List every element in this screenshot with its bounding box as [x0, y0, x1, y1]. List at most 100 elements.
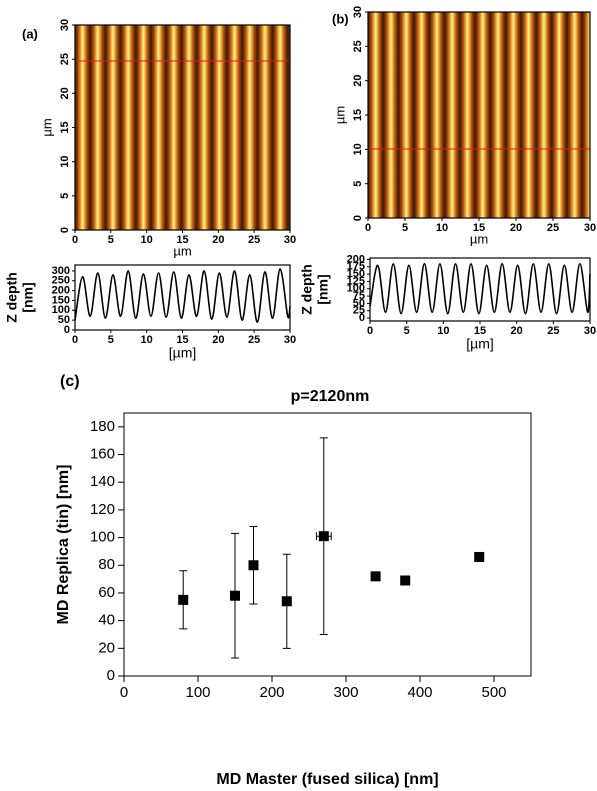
- x-tick-label: 20: [510, 222, 522, 234]
- x-tick-label: 25: [248, 234, 260, 246]
- x-axis-label: [µm]: [466, 336, 494, 352]
- data-point: [370, 571, 381, 582]
- x-axis-label: µm: [470, 231, 488, 246]
- y-tick-label: 50: [353, 297, 365, 309]
- y-tick-label: 30: [352, 6, 364, 18]
- x-tick-label: 5: [108, 334, 114, 346]
- x-tick-label: 100: [185, 684, 210, 701]
- data-point: [230, 590, 240, 601]
- y-tick-label: 175: [347, 261, 365, 273]
- y-axis-label: MD Replica (tin) [nm]: [55, 465, 72, 625]
- x-tick-label: 400: [407, 684, 432, 701]
- x-tick-label: 0: [367, 325, 373, 337]
- data-point: [248, 560, 259, 571]
- y-tick-label: 160: [90, 445, 115, 462]
- y-tick-label: 200: [347, 253, 365, 265]
- x-tick-label: 10: [141, 334, 153, 346]
- x-tick-label: 20: [511, 325, 523, 337]
- y-tick-label: 125: [347, 275, 365, 287]
- x-axis-label: µm: [173, 243, 191, 258]
- x-tick-label: 25: [547, 325, 559, 337]
- y-tick-label: 15: [352, 109, 364, 121]
- y-tick-label: 150: [52, 294, 70, 306]
- x-tick-label: 0: [120, 684, 128, 701]
- y-axis-label: [nm]: [315, 274, 331, 304]
- plot-frame: [123, 412, 532, 677]
- panel-label: (b): [332, 11, 349, 26]
- y-tick-label: 60: [98, 584, 115, 601]
- x-tick-label: 15: [474, 325, 486, 337]
- y-tick-label: 80: [98, 556, 115, 573]
- y-tick-label: 140: [90, 473, 115, 490]
- x-tick-label: 15: [473, 222, 485, 234]
- y-tick-label: 0: [359, 312, 365, 324]
- x-tick-label: 200: [259, 684, 284, 701]
- x-tick-label: 300: [333, 684, 358, 701]
- y-tick-label: 0: [352, 215, 364, 221]
- y-tick-label: 100: [52, 304, 70, 316]
- y-tick-label: 100: [90, 529, 115, 546]
- x-tick-label: 15: [176, 334, 188, 346]
- data-point: [318, 531, 329, 542]
- y-tick-label: 40: [98, 612, 115, 629]
- y-tick-label: 5: [352, 181, 364, 187]
- x-tick-label: 15: [176, 234, 188, 246]
- x-tick-label: 30: [584, 325, 596, 337]
- y-axis-label: [nm]: [20, 282, 36, 312]
- y-tick-label: 180: [90, 418, 115, 435]
- x-tick-label: 5: [402, 222, 408, 234]
- x-tick-label: 0: [72, 334, 78, 346]
- x-tick-label: 5: [404, 325, 410, 337]
- x-tick-label: 5: [108, 234, 114, 246]
- data-point: [281, 596, 292, 607]
- x-tick-label: 0: [365, 222, 371, 234]
- y-axis-label: µm: [332, 106, 347, 124]
- profile-line: [369, 263, 591, 315]
- y-tick-label: 75: [353, 290, 365, 302]
- y-tick-label: 0: [107, 667, 115, 684]
- x-tick-label: 20: [212, 334, 224, 346]
- x-tick-label: 30: [284, 334, 296, 346]
- data-point: [474, 551, 485, 562]
- y-tick-label: 0: [64, 324, 70, 336]
- chart-title: p=2120nm: [291, 388, 370, 405]
- y-tick-label: 100: [347, 283, 365, 295]
- data-point: [178, 594, 189, 605]
- x-tick-label: 500: [481, 684, 506, 701]
- y-axis-label: µm: [39, 118, 54, 136]
- y-axis-label: Z depth: [299, 264, 315, 315]
- y-tick-label: 0: [59, 227, 71, 233]
- y-tick-label: 25: [352, 40, 364, 52]
- x-tick-label: 30: [284, 234, 296, 246]
- panel-label: (c): [60, 373, 80, 390]
- afm-image: [75, 25, 290, 230]
- y-tick-label: 20: [352, 75, 364, 87]
- y-tick-label: 150: [347, 268, 365, 280]
- y-tick-label: 25: [59, 53, 71, 65]
- x-tick-label: 20: [212, 234, 224, 246]
- y-tick-label: 5: [59, 193, 71, 199]
- x-tick-label: 30: [584, 222, 596, 234]
- y-tick-label: 20: [98, 639, 115, 656]
- y-tick-label: 10: [352, 143, 364, 155]
- y-tick-label: 10: [59, 156, 71, 168]
- afm-image: [368, 12, 590, 218]
- x-axis-label: [µm]: [169, 345, 197, 361]
- x-tick-label: 10: [437, 325, 449, 337]
- panel-label: (a): [22, 26, 38, 41]
- y-tick-label: 15: [59, 121, 71, 133]
- x-axis-label: MD Master (fused silica) [nm]: [216, 771, 438, 788]
- y-tick-label: 200: [52, 285, 70, 297]
- y-tick-label: 25: [353, 305, 365, 317]
- x-tick-label: 0: [72, 234, 78, 246]
- y-tick-label: 250: [52, 275, 70, 287]
- x-tick-label: 25: [547, 222, 559, 234]
- profile-line: [74, 268, 291, 323]
- data-point: [400, 575, 411, 586]
- y-tick-label: 30: [59, 19, 71, 31]
- y-tick-label: 300: [52, 265, 70, 277]
- y-tick-label: 50: [58, 314, 70, 326]
- y-axis-label: Z depth: [4, 272, 20, 323]
